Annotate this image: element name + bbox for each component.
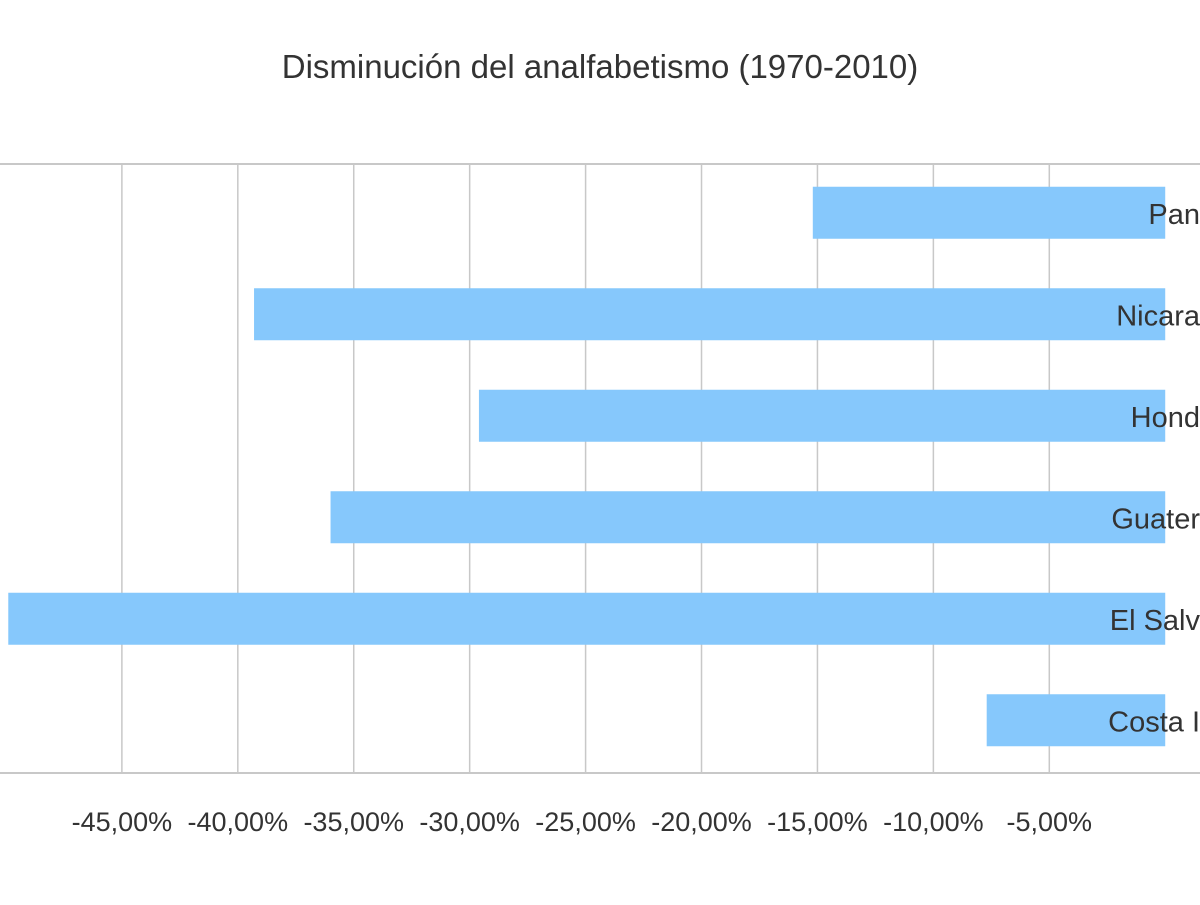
bar — [254, 288, 1166, 341]
x-tick-label: -40,00% — [188, 807, 289, 837]
bar — [986, 694, 1166, 747]
x-tick-label: -5,00% — [1007, 807, 1093, 837]
category-label: Pan — [1148, 199, 1200, 231]
category-label: Guater — [1111, 503, 1200, 535]
x-tick-label: -15,00% — [767, 807, 868, 837]
x-tick-label: -10,00% — [883, 807, 984, 837]
x-tick-label: -45,00% — [72, 807, 173, 837]
x-tick-label: -25,00% — [535, 807, 636, 837]
x-tick-label: -30,00% — [419, 807, 520, 837]
x-tick-label: -35,00% — [303, 807, 404, 837]
category-label: Costa I — [1108, 706, 1200, 738]
bar — [8, 592, 1166, 645]
category-label: Nicara — [1116, 300, 1200, 332]
bar — [330, 491, 1166, 544]
category-label: El Salv — [1110, 605, 1200, 637]
bar — [478, 389, 1166, 442]
category-label: Hond — [1131, 402, 1200, 434]
bar — [812, 186, 1166, 239]
x-tick-label: -20,00% — [651, 807, 752, 837]
chart-title: Disminución del analfabetismo (1970-2010… — [281, 48, 919, 85]
